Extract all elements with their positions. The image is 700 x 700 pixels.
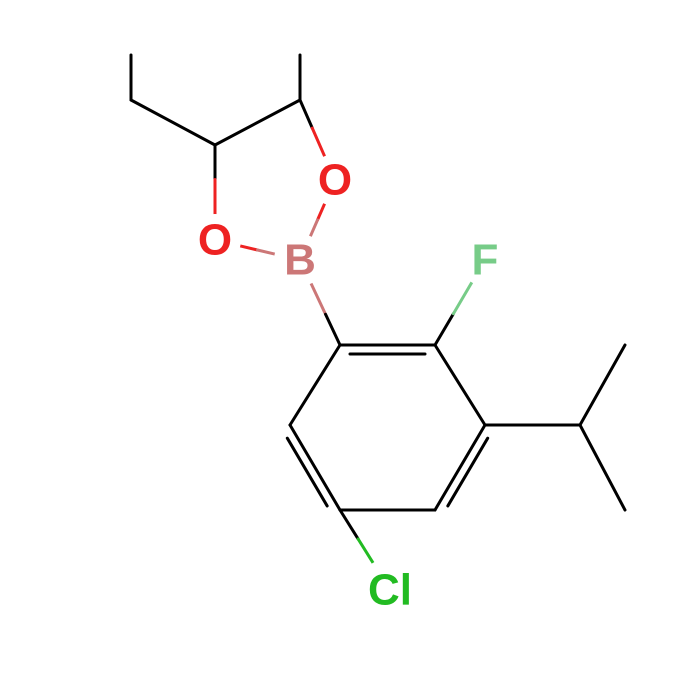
bond-line: [435, 345, 485, 425]
bond-line: [580, 425, 625, 510]
bond-line: [290, 345, 340, 425]
bond-line: [300, 100, 312, 128]
bond-line: [131, 100, 215, 145]
bond-line: [448, 438, 488, 506]
bond-line: [287, 438, 327, 506]
bond-line: [240, 246, 257, 250]
bond-line: [215, 100, 300, 145]
atom-label-o: O: [198, 216, 232, 265]
molecule-diagram: OOBFCl: [0, 0, 700, 700]
atom-label-o: O: [318, 156, 352, 205]
bond-line: [311, 284, 325, 315]
bond-line: [290, 425, 340, 510]
bond-line: [318, 204, 325, 220]
bond-line: [340, 510, 358, 539]
bond-line: [312, 128, 324, 156]
bond-line: [326, 314, 340, 345]
atom-label-cl: Cl: [368, 566, 412, 615]
bond-line: [258, 250, 275, 254]
bond-line: [435, 314, 453, 345]
atom-label-b: B: [284, 236, 316, 285]
bond-line: [580, 345, 625, 425]
bond-line: [310, 220, 317, 236]
bond-line: [453, 282, 471, 313]
atom-label-f: F: [472, 236, 499, 285]
bond-line: [435, 425, 485, 510]
